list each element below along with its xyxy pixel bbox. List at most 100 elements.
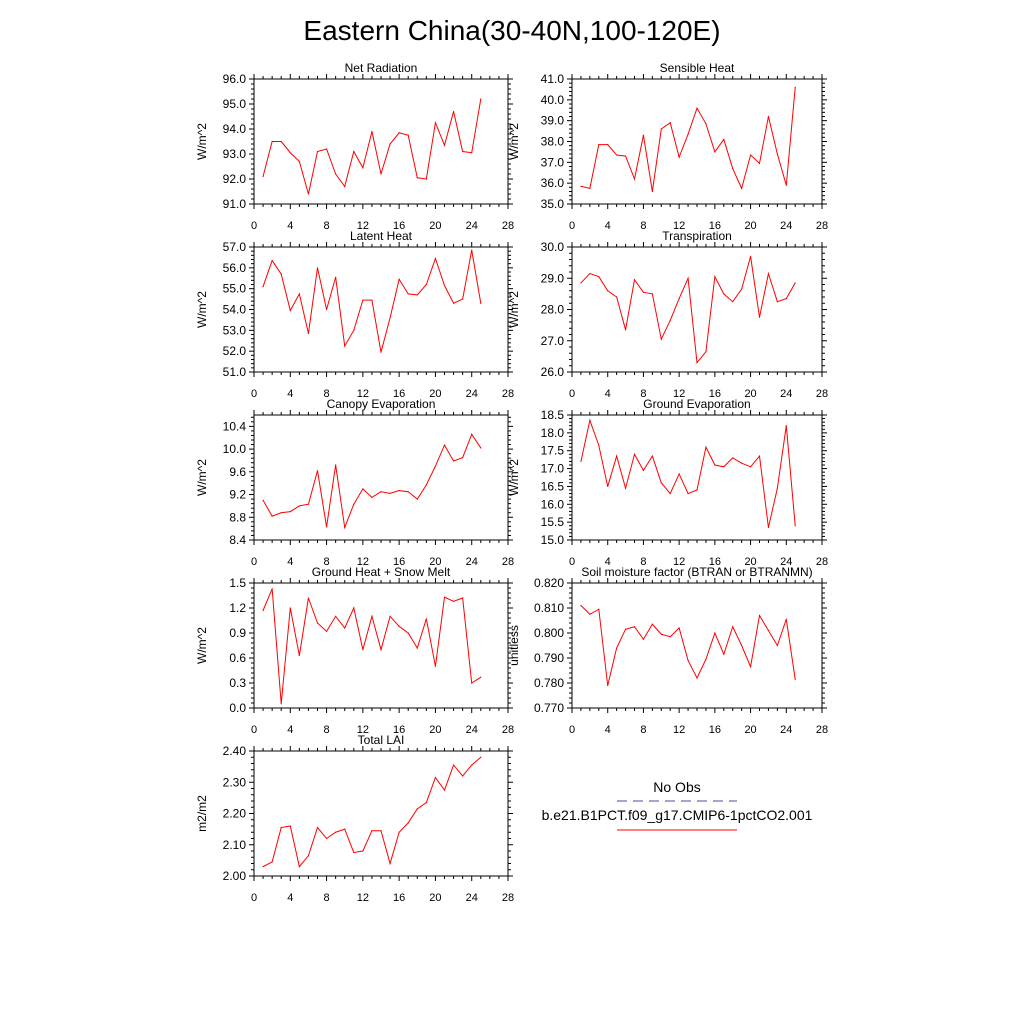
data-point bbox=[371, 615, 373, 617]
plot-frame bbox=[571, 414, 823, 541]
series-line bbox=[262, 588, 482, 704]
x-tick-label: 12 bbox=[673, 388, 685, 400]
x-tick-label: 12 bbox=[357, 220, 369, 232]
y-tick-label: 0.3 bbox=[229, 676, 246, 690]
x-tick-label: 16 bbox=[393, 220, 405, 232]
data-point bbox=[434, 665, 437, 667]
x-tick-label: 20 bbox=[744, 220, 756, 232]
x-tick-label: 8 bbox=[640, 388, 646, 400]
y-tick-label: 15.0 bbox=[541, 533, 565, 547]
y-tick-label: 39.0 bbox=[541, 114, 565, 128]
y-tick-label: 0.0 bbox=[229, 701, 246, 715]
data-point bbox=[344, 828, 346, 830]
y-tick-label: 1.2 bbox=[229, 601, 246, 615]
data-point bbox=[714, 632, 716, 634]
data-point bbox=[325, 526, 328, 528]
x-tick-label: 8 bbox=[640, 724, 646, 736]
data-point bbox=[758, 316, 761, 318]
data-point bbox=[624, 628, 627, 630]
y-axis-label: W/m^2 bbox=[195, 123, 209, 160]
data-point bbox=[616, 455, 618, 457]
chart-panel-1: Net Radiation W/m^2 0 4 8 12 16 20 24 28 91.0 92.0 9… bbox=[195, 61, 514, 232]
data-point bbox=[660, 633, 662, 635]
data-point bbox=[353, 851, 355, 854]
x-tick-label: 0 bbox=[251, 724, 257, 736]
plot-frame bbox=[571, 246, 823, 373]
data-point bbox=[371, 130, 373, 133]
data-point bbox=[344, 627, 346, 629]
x-tick-label: 12 bbox=[357, 724, 369, 736]
data-point bbox=[407, 822, 409, 824]
y-tick-label: 0.800 bbox=[534, 626, 564, 640]
data-point bbox=[741, 288, 743, 290]
data-point bbox=[633, 453, 636, 455]
data-point bbox=[298, 160, 300, 163]
y-axis-label: W/m^2 bbox=[195, 459, 209, 496]
y-tick-label: 52.0 bbox=[223, 344, 247, 358]
data-point bbox=[362, 299, 364, 301]
data-point bbox=[462, 775, 464, 777]
data-point bbox=[705, 658, 707, 660]
y-tick-label: 95.0 bbox=[223, 97, 247, 111]
x-tick-label: 20 bbox=[429, 388, 441, 400]
data-point bbox=[407, 293, 409, 295]
data-point bbox=[785, 425, 787, 427]
data-point bbox=[749, 154, 752, 156]
x-tick-label: 20 bbox=[429, 892, 441, 904]
data-point bbox=[398, 132, 400, 134]
panel-title: Transpiration bbox=[662, 229, 732, 243]
data-point bbox=[624, 155, 627, 157]
data-point bbox=[696, 489, 698, 491]
data-point bbox=[669, 319, 671, 322]
data-point bbox=[380, 649, 382, 651]
data-point bbox=[353, 329, 355, 331]
y-tick-label: 94.0 bbox=[223, 122, 247, 136]
data-point bbox=[316, 470, 319, 472]
data-point bbox=[371, 299, 373, 301]
data-point bbox=[307, 193, 310, 195]
x-tick-label: 28 bbox=[816, 556, 828, 568]
data-point bbox=[471, 249, 473, 251]
data-point bbox=[714, 464, 716, 466]
data-point bbox=[262, 175, 264, 178]
y-tick-label: 54.0 bbox=[223, 303, 247, 317]
data-point bbox=[758, 455, 761, 457]
data-point bbox=[353, 607, 355, 609]
panel-title: Net Radiation bbox=[345, 61, 418, 75]
plot-frame bbox=[571, 78, 823, 205]
y-tick-label: 0.770 bbox=[534, 701, 564, 715]
x-tick-label: 12 bbox=[673, 556, 685, 568]
x-tick-label: 4 bbox=[287, 220, 293, 232]
data-point bbox=[389, 862, 391, 865]
x-tick-label: 4 bbox=[605, 556, 611, 568]
data-point bbox=[362, 649, 364, 651]
x-tick-label: 4 bbox=[605, 388, 611, 400]
y-axis-label: W/m^2 bbox=[507, 291, 521, 328]
data-point bbox=[678, 627, 680, 629]
y-tick-label: 0.9 bbox=[229, 626, 246, 640]
data-point bbox=[407, 134, 409, 136]
data-point bbox=[425, 283, 427, 286]
x-tick-label: 12 bbox=[357, 892, 369, 904]
x-tick-label: 24 bbox=[780, 220, 792, 232]
x-tick-label: 0 bbox=[251, 556, 257, 568]
data-point bbox=[271, 861, 273, 863]
x-tick-label: 0 bbox=[251, 892, 257, 904]
x-tick-label: 20 bbox=[429, 220, 441, 232]
data-point bbox=[443, 444, 446, 446]
data-point bbox=[462, 597, 464, 599]
y-tick-label: 1.5 bbox=[229, 576, 246, 590]
y-tick-label: 35.0 bbox=[541, 197, 565, 211]
data-point bbox=[723, 138, 725, 141]
data-point bbox=[298, 505, 300, 507]
x-tick-label: 20 bbox=[744, 388, 756, 400]
data-point bbox=[325, 148, 328, 150]
y-tick-label: 55.0 bbox=[223, 282, 247, 296]
panel-title: Soil moisture factor (BTRAN or BTRANMN) bbox=[581, 565, 812, 579]
y-tick-label: 9.6 bbox=[229, 465, 246, 479]
data-point bbox=[687, 133, 689, 135]
x-tick-label: 0 bbox=[569, 556, 575, 568]
legend-label-obs: No Obs bbox=[653, 779, 700, 795]
data-point bbox=[651, 293, 653, 295]
x-tick-label: 4 bbox=[287, 388, 293, 400]
